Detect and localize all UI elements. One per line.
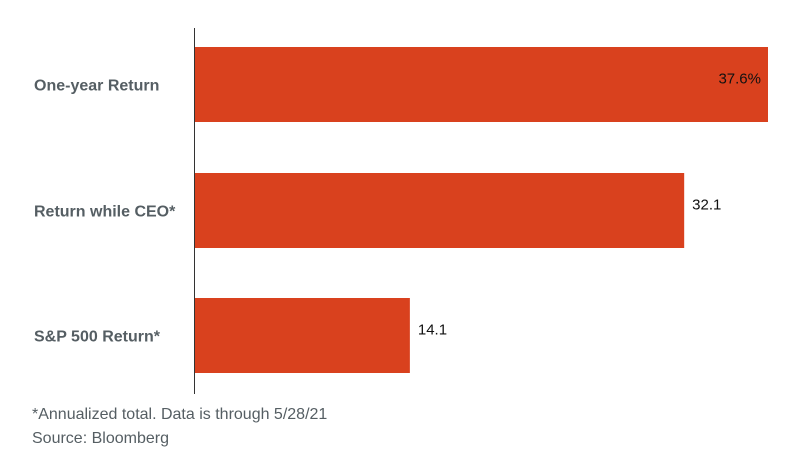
bar-s-p-500-return bbox=[195, 298, 410, 373]
category-label-one-year-return: One-year Return bbox=[34, 78, 159, 95]
value-label-return-while-ceo: 32.1 bbox=[692, 197, 721, 214]
value-label-s-p-500-return: 14.1 bbox=[418, 322, 447, 339]
footnote-annualized: *Annualized total. Data is through 5/28/… bbox=[32, 406, 328, 423]
bar-one-year-return bbox=[195, 47, 768, 122]
bar-chart: One-year Return 37.6% Return while CEO* 32.… bbox=[34, 28, 768, 394]
bars-group: One-year Return 37.6% Return while CEO* 32.… bbox=[34, 47, 768, 373]
bar-return-while-ceo bbox=[195, 173, 685, 248]
category-label-return-while-ceo: Return while CEO* bbox=[34, 204, 176, 221]
value-label-one-year-return: 37.6% bbox=[718, 71, 761, 88]
footnote-source: Source: Bloomberg bbox=[32, 430, 169, 447]
category-label-s-p-500-return: S&P 500 Return* bbox=[34, 329, 161, 346]
